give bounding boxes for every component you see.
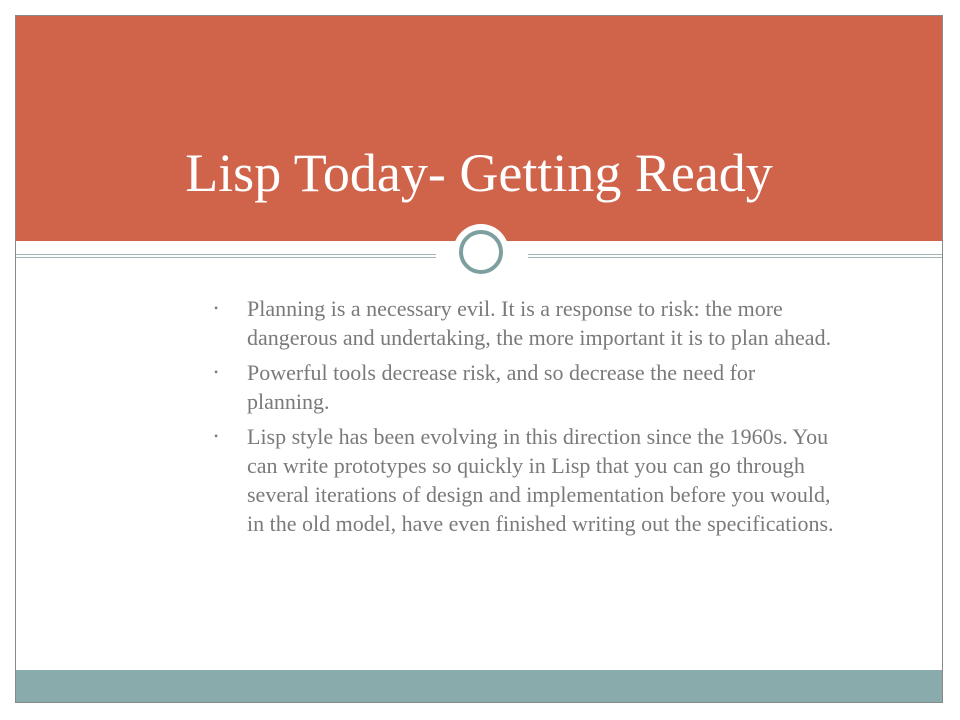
bullet-list: • Planning is a necessary evil. It is a … <box>214 294 834 544</box>
title-band <box>16 16 942 241</box>
bullet-icon: • <box>214 429 219 443</box>
bullet-icon: • <box>214 301 219 315</box>
bullet-text: Powerful tools decrease risk, and so dec… <box>247 360 756 414</box>
list-item: • Powerful tools decrease risk, and so d… <box>214 358 834 416</box>
footer-band <box>16 670 942 702</box>
slide: Lisp Today- Getting Ready • Planning is … <box>15 15 943 703</box>
list-item: • Planning is a necessary evil. It is a … <box>214 294 834 352</box>
divider-right <box>528 254 942 258</box>
bullet-text: Planning is a necessary evil. It is a re… <box>247 296 832 350</box>
divider-left <box>16 254 436 258</box>
bullet-text: Lisp style has been evolving in this dir… <box>247 424 834 536</box>
list-item: • Lisp style has been evolving in this d… <box>214 422 834 538</box>
bullet-icon: • <box>214 365 219 379</box>
circle-ornament-icon <box>459 230 503 274</box>
slide-title: Lisp Today- Getting Ready <box>185 143 773 203</box>
